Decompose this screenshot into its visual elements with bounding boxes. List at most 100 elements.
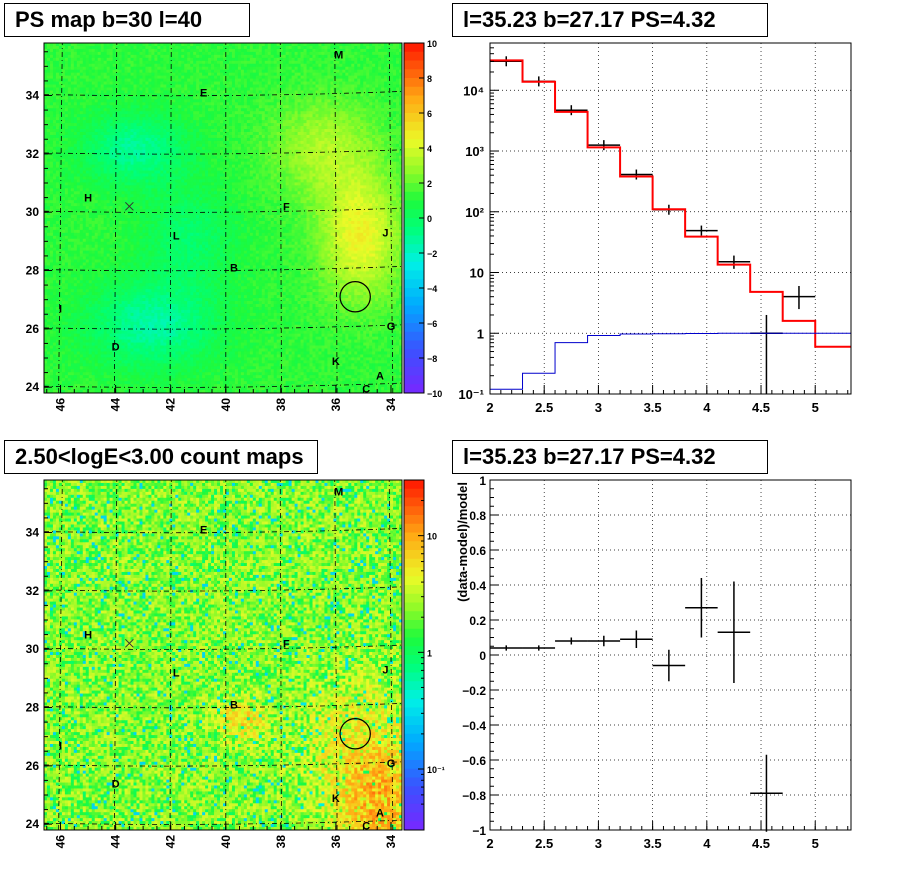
ps-map-pixel (241, 132, 244, 135)
ps-map-pixel (163, 114, 166, 117)
ps-map-pixel (89, 120, 92, 123)
ps-map-pixel (345, 43, 348, 46)
ps-map-pixel (181, 129, 184, 132)
ps-map-pixel (98, 141, 101, 144)
ps-map-pixel (327, 73, 330, 76)
ps-map-pixel (139, 132, 142, 135)
ps-map-pixel (128, 49, 131, 52)
ps-map-pixel (77, 138, 80, 141)
ps-map-pixel (56, 73, 59, 76)
ps-map-pixel (92, 46, 95, 49)
ps-map-pixel (330, 135, 333, 138)
ps-map-pixel (160, 147, 163, 150)
ps-map-pixel (187, 87, 190, 90)
ps-map-pixel (256, 159, 259, 162)
ps-map-pixel (363, 144, 366, 147)
ps-map-pixel (116, 55, 119, 58)
ps-map-pixel (47, 114, 50, 117)
ps-map-pixel (259, 67, 262, 70)
ps-map-pixel (211, 58, 214, 61)
ps-map-pixel (292, 64, 295, 67)
ps-map-pixel (214, 150, 217, 153)
ps-map-pixel (125, 64, 128, 67)
ps-map-pixel (372, 132, 375, 135)
ps-map-pixel (369, 126, 372, 129)
ps-map-pixel (286, 147, 289, 150)
ps-map-pixel (324, 102, 327, 105)
ps-map-pixel (304, 159, 307, 162)
ps-map-pixel (80, 49, 83, 52)
ps-map-pixel (289, 123, 292, 126)
ps-map-pixel (139, 102, 142, 105)
ps-map-pixel (286, 52, 289, 55)
ps-map-pixel (92, 138, 95, 141)
ps-map-pixel (324, 96, 327, 99)
ps-map-pixel (226, 135, 229, 138)
ps-map-pixel (271, 156, 274, 159)
ps-map-pixel (324, 123, 327, 126)
ps-map-pixel (378, 49, 381, 52)
ps-map-pixel (53, 70, 56, 73)
ps-map-pixel (136, 102, 139, 105)
ps-map-pixel (226, 138, 229, 141)
ps-map-pixel (62, 165, 65, 168)
ps-map-pixel (384, 102, 387, 105)
ps-map-pixel (351, 141, 354, 144)
ps-map-pixel (295, 85, 298, 88)
ps-map-pixel (175, 55, 178, 58)
ps-map-pixel (160, 93, 163, 96)
ps-map-pixel (104, 129, 107, 132)
ps-map-pixel (220, 135, 223, 138)
ps-map-pixel (71, 135, 74, 138)
ps-map-pixel (333, 141, 336, 144)
ps-map-pixel (131, 55, 134, 58)
ps-map-pixel (357, 55, 360, 58)
ps-map-pixel (199, 165, 202, 168)
ps-map-pixel (351, 114, 354, 117)
ps-map-pixel (160, 70, 163, 73)
ps-map-pixel (77, 135, 80, 138)
ps-map-pixel (89, 61, 92, 64)
ps-map-pixel (271, 87, 274, 90)
ps-map-pixel (172, 114, 175, 117)
ps-map-pixel (375, 126, 378, 129)
ps-map-pixel (53, 132, 56, 135)
ps-map-pixel (232, 114, 235, 117)
ps-map-pixel (217, 156, 220, 159)
ps-map-pixel (304, 93, 307, 96)
ps-map-pixel (265, 58, 268, 61)
ps-map-pixel (107, 90, 110, 93)
ps-map-pixel (211, 90, 214, 93)
ps-map-pixel (119, 150, 122, 153)
ps-map-pixel (289, 147, 292, 150)
ps-map-pixel (336, 132, 339, 135)
ps-map-pixel (324, 126, 327, 129)
ps-map-pixel (256, 76, 259, 79)
ps-map-pixel (283, 114, 286, 117)
ps-map-pixel (384, 55, 387, 58)
ps-map-pixel (295, 132, 298, 135)
ps-map-pixel (226, 79, 229, 82)
ps-map-pixel (163, 102, 166, 105)
ps-map-pixel (110, 64, 113, 67)
ps-map-pixel (134, 90, 137, 93)
ps-map-pixel (301, 159, 304, 162)
ps-map-pixel (259, 114, 262, 117)
ps-map-pixel (125, 102, 128, 105)
ps-map-pixel (101, 43, 104, 46)
ps-map-pixel (214, 111, 217, 114)
ps-map-pixel (381, 111, 384, 114)
ps-map-pixel (310, 64, 313, 67)
ps-map-pixel (125, 111, 128, 114)
ps-map-pixel (274, 144, 277, 147)
ps-map-pixel (378, 87, 381, 90)
ps-map-pixel (271, 46, 274, 49)
ps-map-pixel (363, 138, 366, 141)
ps-map-pixel (128, 73, 131, 76)
ps-map-pixel (125, 135, 128, 138)
ps-map-pixel (74, 99, 77, 102)
ps-map-pixel (384, 135, 387, 138)
ps-map-pixel (98, 135, 101, 138)
ps-map-pixel (104, 144, 107, 147)
ps-map-pixel (274, 156, 277, 159)
